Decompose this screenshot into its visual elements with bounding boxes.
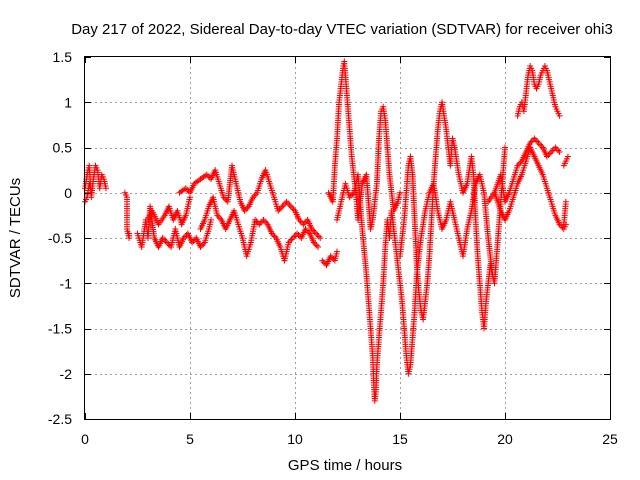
x-tick-label: 5 <box>186 431 194 447</box>
y-tick-label: 0.5 <box>53 140 73 156</box>
data-point <box>532 136 539 143</box>
data-point <box>565 153 571 160</box>
y-tick-label: 1 <box>64 94 72 110</box>
data-point <box>295 231 302 238</box>
data-point <box>537 141 543 148</box>
data-point <box>556 149 563 156</box>
data-point <box>314 231 321 238</box>
x-tick-label: 10 <box>287 431 303 447</box>
x-tick-label: 15 <box>392 431 408 447</box>
chart-title: Day 217 of 2022, Sidereal Day-to-day VTE… <box>71 21 613 38</box>
data-point <box>531 135 538 142</box>
data-point <box>556 112 563 119</box>
data-point <box>502 144 508 151</box>
data-point <box>261 218 268 225</box>
data-point <box>286 201 293 208</box>
data-point <box>257 219 264 226</box>
y-tick-label: -0.5 <box>48 230 72 246</box>
data-point <box>162 238 169 245</box>
y-axis-label: SDTVAR / TECUs <box>7 178 24 298</box>
data-point <box>562 198 569 205</box>
data-point <box>260 216 267 223</box>
data-point <box>288 236 295 243</box>
data-point <box>278 204 284 211</box>
data-point <box>548 149 555 156</box>
data-point <box>313 242 320 249</box>
y-tick-label: -2 <box>60 366 73 382</box>
x-tick-label: 0 <box>81 431 89 447</box>
data-point <box>184 186 191 193</box>
data-point <box>301 219 308 226</box>
data-point <box>289 204 296 211</box>
data-point <box>103 185 109 192</box>
x-axis-label: GPS time / hours <box>288 457 402 474</box>
data-point <box>319 257 326 264</box>
plot-frame <box>84 56 611 420</box>
x-tick-label: 20 <box>497 431 513 447</box>
data-point <box>126 230 133 237</box>
y-tick-label: -1 <box>60 275 73 291</box>
data-point <box>552 144 559 151</box>
y-tick-label: -2.5 <box>48 411 72 427</box>
data-point <box>334 248 340 255</box>
data-point <box>208 216 214 223</box>
data-point <box>280 201 287 208</box>
data-point <box>88 189 95 196</box>
data-points <box>82 58 571 404</box>
data-point <box>317 235 324 241</box>
data-point <box>397 189 403 196</box>
data-point <box>283 198 290 205</box>
y-tick-label: -1.5 <box>48 321 72 337</box>
data-point <box>287 203 294 210</box>
data-point <box>535 139 542 146</box>
data-point <box>311 228 318 235</box>
data-point <box>534 138 541 145</box>
data-point <box>320 259 327 266</box>
axis-ticks: 0 5 10 15 20 25 -2.5 -2 -1.5 -1 -0.5 0 0.5 1 1.5 <box>48 49 618 447</box>
x-tick-label: 25 <box>602 431 618 447</box>
data-point <box>294 230 301 237</box>
data-point <box>546 150 553 157</box>
y-tick-label: 0 <box>64 185 72 201</box>
data-point <box>553 146 560 153</box>
data-point <box>315 244 322 251</box>
data-point <box>165 241 172 248</box>
data-point <box>285 200 291 207</box>
data-point <box>289 235 296 241</box>
y-tick-label: 1.5 <box>53 49 73 65</box>
data-point <box>313 230 319 237</box>
data-point <box>205 173 212 180</box>
